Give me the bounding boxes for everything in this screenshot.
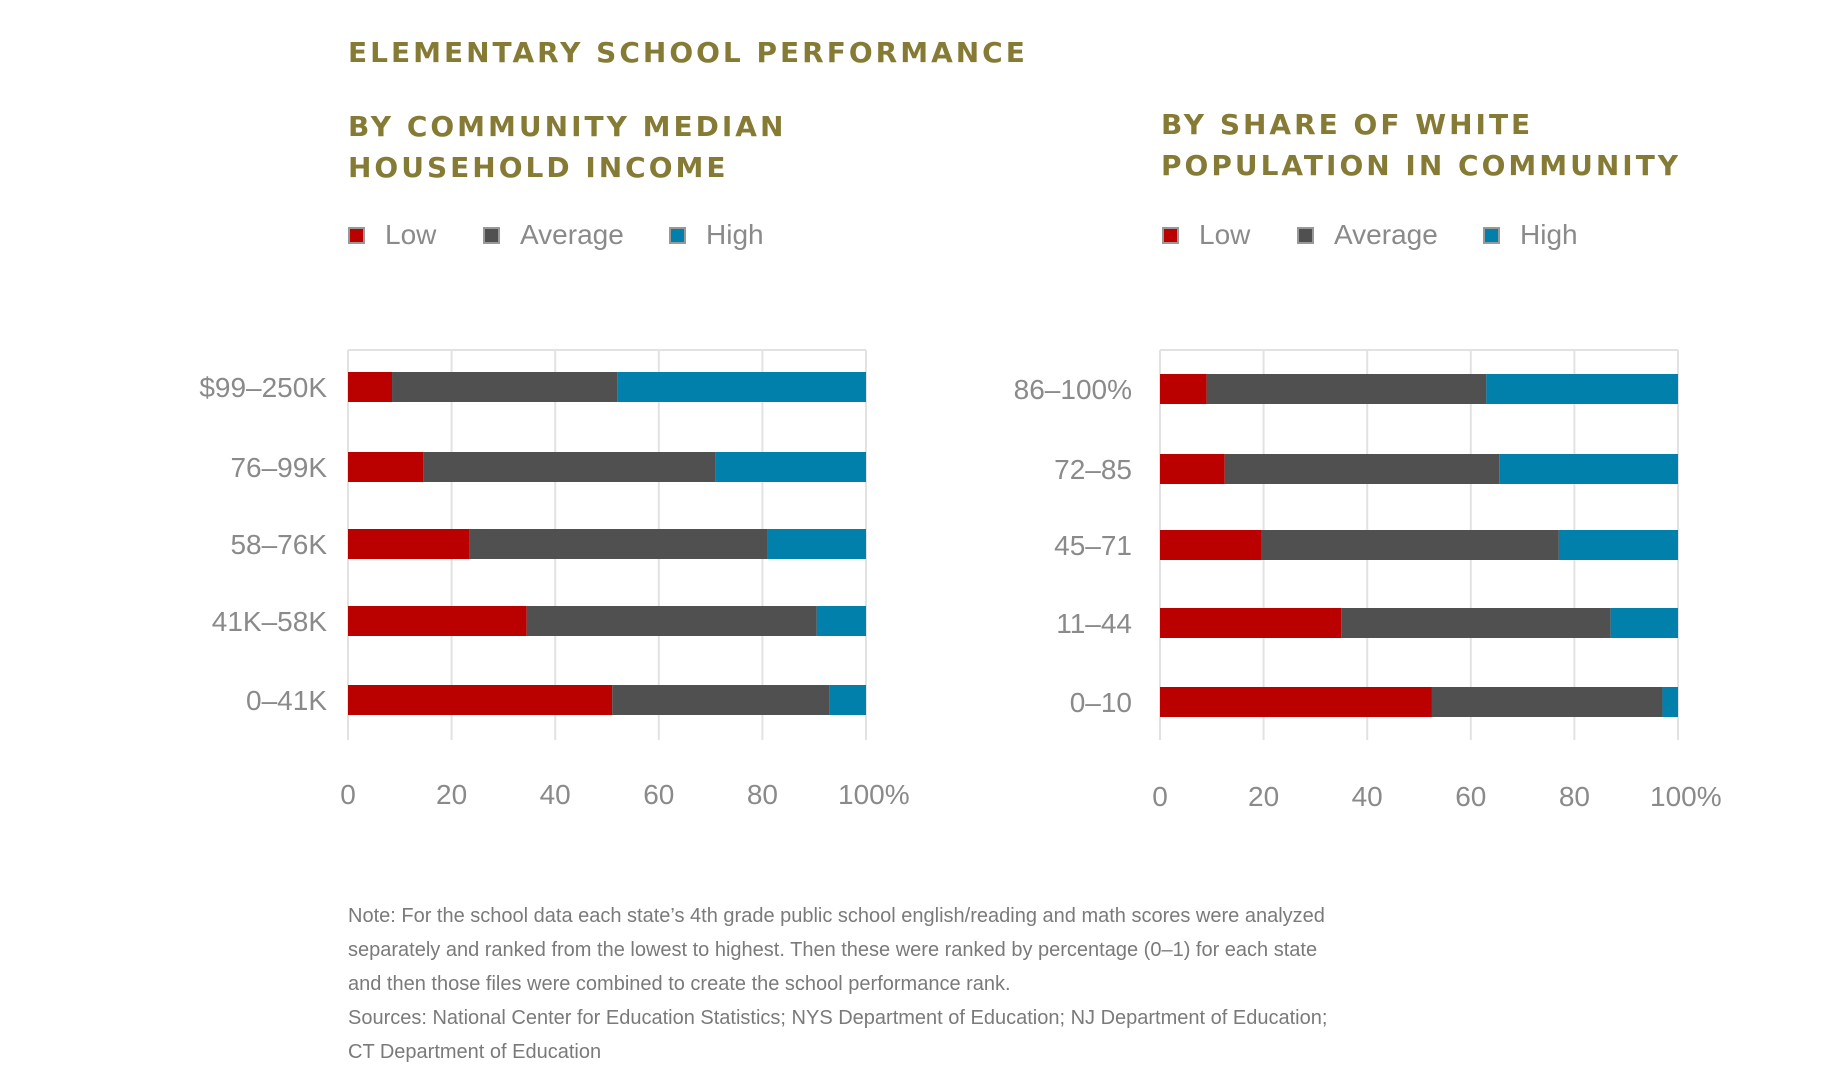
bar-segment-average bbox=[423, 452, 716, 482]
x-tick-label: 20 bbox=[436, 779, 467, 810]
x-tick-label: 0 bbox=[340, 779, 356, 810]
category-label: 86–100% bbox=[1014, 374, 1132, 405]
category-label: 41K–58K bbox=[212, 606, 328, 637]
legend-label-high: High bbox=[706, 219, 764, 250]
bar-segment-high bbox=[715, 452, 866, 482]
x-tick-label: 80 bbox=[747, 779, 778, 810]
legend-label-average: Average bbox=[1334, 219, 1438, 250]
x-tick-label: 40 bbox=[540, 779, 571, 810]
legend-item-average: Average bbox=[1297, 219, 1438, 251]
note-line: Note: For the school data each state’s 4… bbox=[348, 905, 1325, 927]
legend-label-high: High bbox=[1520, 219, 1578, 250]
category-label: 0–41K bbox=[246, 685, 327, 716]
bar-segment-high bbox=[617, 372, 866, 402]
category-label: 11–44 bbox=[1056, 608, 1132, 639]
bar-segment-average bbox=[469, 529, 768, 559]
category-label: 76–99K bbox=[230, 452, 327, 483]
x-tick-label: 60 bbox=[643, 779, 674, 810]
legend-item-high: High bbox=[669, 219, 764, 251]
legend-label-low: Low bbox=[385, 219, 437, 250]
charts-svg: 0 20 40 60 80 100% $99–250K 76–99K 58–76K 41K–58K… bbox=[199, 349, 1722, 812]
bar-segment-low bbox=[348, 372, 393, 402]
bar-segment-high bbox=[1610, 608, 1678, 638]
bar-segment-high bbox=[829, 685, 866, 715]
bar-segment-high bbox=[1558, 530, 1678, 560]
bar-segment-low bbox=[348, 452, 424, 482]
legend-swatch-high bbox=[669, 226, 686, 244]
bar-segment-low bbox=[348, 606, 527, 636]
bar-segment-high bbox=[816, 606, 866, 636]
bar-segment-low bbox=[1160, 687, 1432, 717]
bar-segment-low bbox=[348, 685, 613, 715]
bar-segment-low bbox=[1160, 608, 1342, 638]
footnote: Note: For the school data each state’s 4… bbox=[348, 899, 1398, 1069]
bar-segment-high bbox=[767, 529, 866, 559]
note-line: and then those files were combined to cr… bbox=[348, 973, 1011, 995]
x-tick-label: 0 bbox=[1152, 781, 1168, 812]
x-tick-label: 40 bbox=[1352, 781, 1383, 812]
category-label: 0–10 bbox=[1070, 687, 1132, 718]
left-chart-title-line-2: HOUSEHOLD INCOME bbox=[348, 151, 729, 184]
bar-segment-average bbox=[1341, 608, 1611, 638]
bar-segment-average bbox=[1431, 687, 1663, 717]
x-tick-label: 80 bbox=[1559, 781, 1590, 812]
bar-segment-average bbox=[612, 685, 830, 715]
sources-line: Sources: National Center for Education S… bbox=[348, 1007, 1328, 1029]
right-bar-chart: 0 20 40 60 80 100% 86–100% 72–85 45–71 11–44 0–10 bbox=[1014, 349, 1722, 812]
legend-item-low: Low bbox=[1162, 219, 1250, 251]
bar-segment-average bbox=[392, 372, 618, 402]
legend-swatch-high bbox=[1483, 226, 1500, 244]
legend-swatch-low bbox=[1162, 226, 1179, 244]
bar-segment-low bbox=[1160, 454, 1225, 484]
category-label: 45–71 bbox=[1054, 530, 1132, 561]
bar-segment-high bbox=[1499, 454, 1678, 484]
x-tick-label: 100% bbox=[838, 779, 910, 810]
bar-segment-average bbox=[526, 606, 817, 636]
bar-segment-low bbox=[1160, 530, 1262, 560]
legend-swatch-low bbox=[348, 226, 365, 244]
note-line: separately and ranked from the lowest to… bbox=[348, 939, 1318, 961]
right-chart-title-line-1: BY SHARE OF WHITE bbox=[1161, 108, 1534, 141]
x-tick-label: 60 bbox=[1455, 781, 1486, 812]
category-label: 72–85 bbox=[1054, 454, 1132, 485]
main-title: ELEMENTARY SCHOOL PERFORMANCE bbox=[348, 36, 1028, 69]
legend-swatch-average bbox=[1297, 226, 1314, 244]
category-label: 58–76K bbox=[230, 529, 327, 560]
legend-label-low: Low bbox=[1199, 219, 1251, 250]
legend-label-average: Average bbox=[520, 219, 624, 250]
legend-swatch-average bbox=[483, 226, 500, 244]
category-label: $99–250K bbox=[199, 372, 327, 403]
legend-item-average: Average bbox=[483, 219, 624, 251]
bar-segment-high bbox=[1486, 374, 1678, 404]
left-bar-chart: 0 20 40 60 80 100% $99–250K 76–99K 58–76K 41K–58K… bbox=[199, 349, 910, 810]
legend-item-high: High bbox=[1483, 219, 1578, 251]
legend-item-low: Low bbox=[348, 219, 436, 251]
bar-segment-average bbox=[1261, 530, 1559, 560]
right-chart-title-line-2: POPULATION IN COMMUNITY bbox=[1161, 149, 1682, 182]
left-chart-title-line-1: BY COMMUNITY MEDIAN bbox=[348, 110, 787, 143]
bar-segment-average bbox=[1206, 374, 1487, 404]
x-tick-label: 100% bbox=[1650, 781, 1722, 812]
bar-segment-high bbox=[1662, 687, 1678, 717]
bar-segment-low bbox=[1160, 374, 1207, 404]
x-tick-label: 20 bbox=[1248, 781, 1279, 812]
sources-line: CT Department of Education bbox=[348, 1041, 602, 1063]
bar-segment-average bbox=[1224, 454, 1500, 484]
left-chart-title: BY COMMUNITY MEDIAN HOUSEHOLD INCOME bbox=[348, 106, 786, 188]
bar-segment-low bbox=[348, 529, 470, 559]
right-chart-title: BY SHARE OF WHITE POPULATION IN COMMUNIT… bbox=[1161, 104, 1681, 186]
